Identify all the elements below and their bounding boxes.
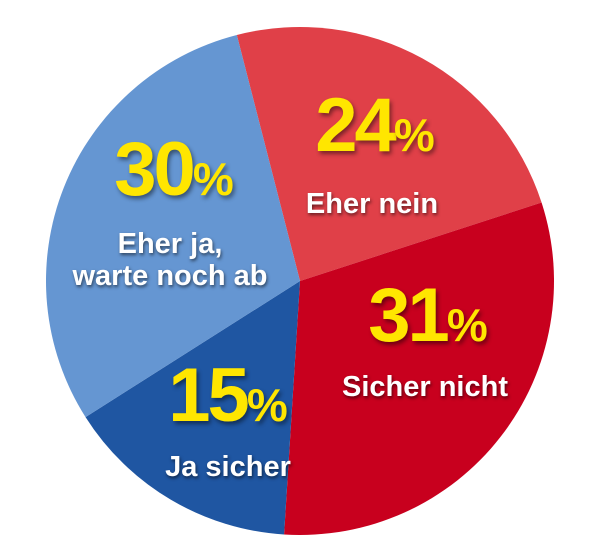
percent-sign: % — [446, 299, 488, 351]
pie-slice-eher-nein — [236, 26, 542, 281]
slice-value-eher-nein: 24% — [315, 88, 434, 164]
slice-value-number: 31 — [368, 273, 450, 358]
percent-sign: % — [192, 153, 234, 205]
slice-value-number: 24 — [315, 83, 397, 168]
slice-label-eher-ja: Eher ja, warte noch ab — [72, 228, 268, 293]
pie-slice-sicher-nicht — [284, 202, 555, 536]
slice-label-eher-nein: Eher nein — [305, 188, 439, 220]
slice-label-ja-sicher: Ja sicher — [165, 451, 291, 483]
pie-slices — [45, 26, 555, 536]
percent-sign: % — [246, 379, 288, 431]
slice-value-number: 30 — [114, 127, 196, 212]
slice-value-ja-sicher: 15% — [168, 358, 287, 434]
pie-slice-ja-sicher — [85, 281, 300, 535]
slice-value-eher-ja: 30% — [114, 132, 233, 208]
percent-sign: % — [393, 109, 435, 161]
slice-value-number: 15 — [168, 353, 250, 438]
pie-slice-eher-ja — [45, 34, 301, 418]
slice-value-sicher-nicht: 31% — [368, 278, 487, 354]
slice-label-sicher-nicht: Sicher nicht — [342, 371, 508, 403]
